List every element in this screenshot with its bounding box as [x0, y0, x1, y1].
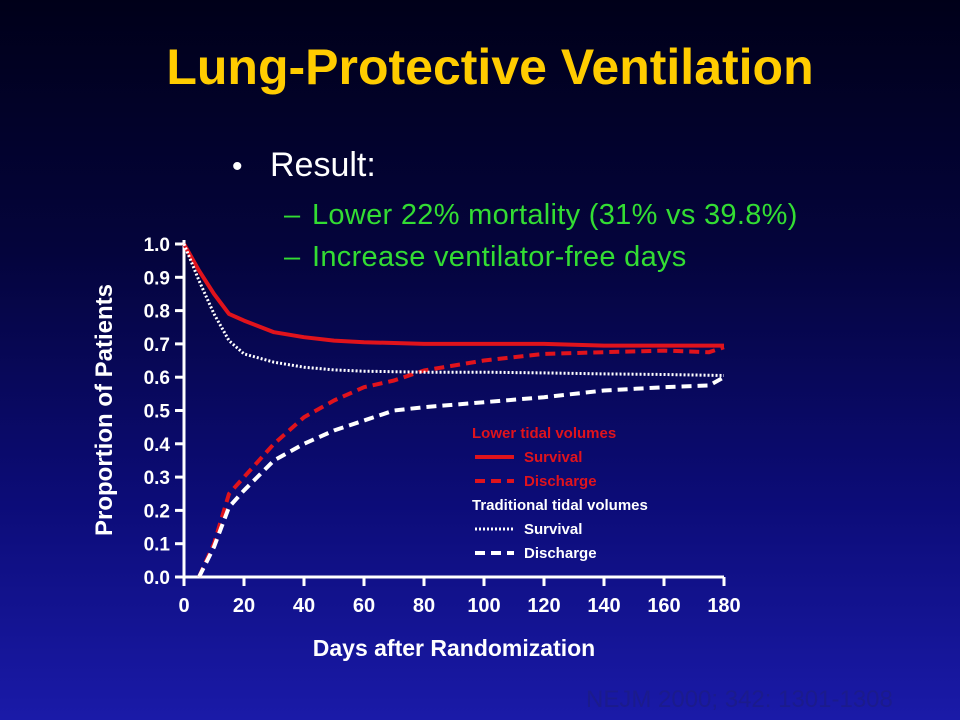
y-tick-label: 1.0: [144, 235, 170, 256]
chart-legend: Lower tidal volumes Survival Discharge Trad…: [472, 425, 648, 562]
y-tick-label: 0.0: [144, 568, 170, 589]
sub-bullet-text: Lower 22% mortality (31% vs 39.8%): [312, 199, 798, 231]
x-tick-label: 60: [353, 595, 375, 617]
x-tick-label: 160: [647, 595, 680, 617]
y-tick-label: 0.1: [144, 535, 171, 556]
y-tick-label: 0.7: [144, 335, 170, 356]
bullet-label: Result:: [270, 146, 376, 184]
x-tick-label: 40: [293, 595, 315, 617]
chart-axes: 0.0 0.1 0.2 0.3 0.4 0.5 0.6 0.7 0.8 0.9 1.0 0 20 40 60…: [144, 235, 741, 617]
sub-bullet-mortality: – Lower 22% mortality (31% vs 39.8%): [284, 194, 798, 236]
x-axis-label: Days after Randomization: [313, 635, 595, 661]
sub-bullet-ventilator-days: – Increase ventilator-free days: [284, 236, 798, 278]
chart-lines: [182, 243, 725, 578]
line-lower-survival: [182, 243, 724, 348]
legend-entry: Discharge: [524, 473, 597, 490]
dash-icon: –: [284, 199, 301, 231]
x-tick-label: 0: [178, 595, 189, 617]
line-traditional-survival: [182, 243, 725, 377]
x-tick-label: 140: [587, 595, 620, 617]
legend-heading: Traditional tidal volumes: [472, 497, 648, 514]
line-traditional-discharge: [197, 375, 725, 578]
y-tick-label: 0.4: [144, 435, 171, 456]
legend-entry: Survival: [524, 521, 582, 538]
y-tick-label: 0.8: [144, 302, 170, 323]
x-tick-label: 100: [467, 595, 500, 617]
bullet-dot-icon: •: [232, 150, 243, 183]
y-tick-label: 0.3: [144, 468, 170, 489]
legend-entry: Survival: [524, 449, 582, 466]
legend-entry: Discharge: [524, 545, 597, 562]
bullet-item: • Result:: [232, 146, 376, 185]
y-tick-label: 0.6: [144, 368, 170, 389]
x-tick-label: 180: [707, 595, 740, 617]
y-tick-label: 0.2: [144, 501, 170, 522]
dash-icon: –: [284, 241, 301, 273]
x-tick-label: 120: [527, 595, 560, 617]
x-tick-label: 80: [413, 595, 435, 617]
citation: NEJM 2000; 342: 1301-1308: [586, 686, 893, 713]
y-tick-label: 0.5: [144, 402, 171, 423]
line-lower-discharge: [197, 345, 725, 578]
result-bullet: • Result:: [232, 146, 376, 185]
y-tick-label: 0.9: [144, 268, 170, 289]
x-tick-label: 20: [233, 595, 255, 617]
slide-title: Lung-Protective Ventilation: [166, 39, 814, 95]
y-axis-label: Proportion of Patients: [91, 284, 118, 536]
sub-bullet-text: Increase ventilator-free days: [312, 241, 687, 273]
sub-bullet-list: – Lower 22% mortality (31% vs 39.8%) – Inc…: [284, 194, 798, 278]
legend-heading: Lower tidal volumes: [472, 425, 616, 442]
